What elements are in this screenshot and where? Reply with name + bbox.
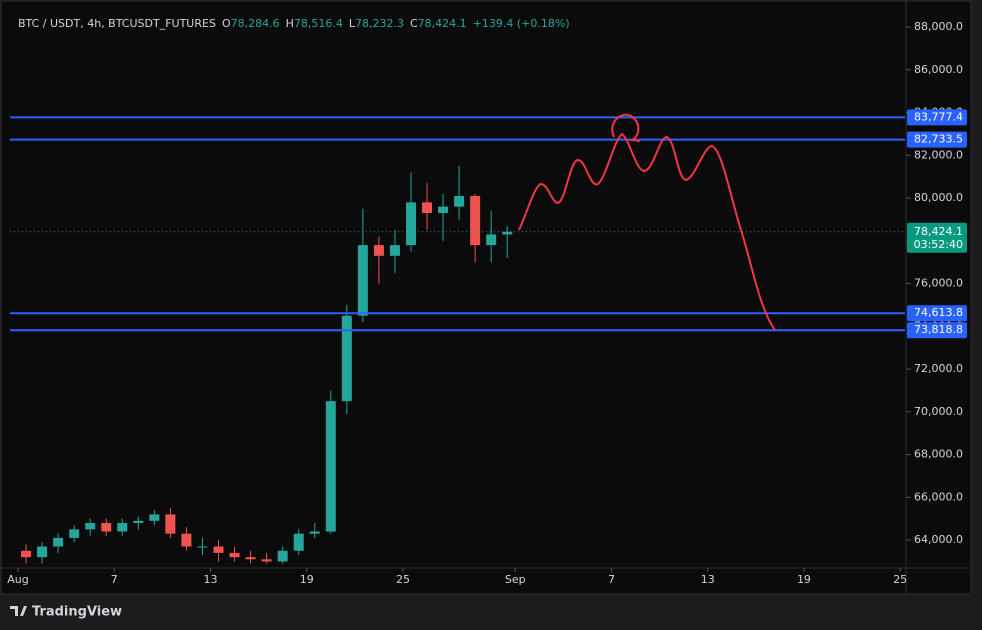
- level-tag: [907, 322, 967, 339]
- candle-body: [133, 520, 144, 523]
- candle-body: [101, 522, 112, 532]
- forecast-path: [518, 132, 776, 331]
- legend-item: 78,284.6: [231, 17, 280, 30]
- candle-body: [197, 546, 208, 548]
- candle-body: [405, 202, 416, 246]
- legend-item: C: [410, 17, 418, 30]
- legend-item: 78,516.4: [294, 17, 343, 30]
- candle-body: [357, 245, 368, 316]
- x-tick-label: 13: [701, 573, 715, 586]
- candle-body: [438, 206, 449, 214]
- highlight-circle: [611, 113, 641, 142]
- candle-body: [470, 195, 481, 246]
- candle-body: [422, 202, 433, 214]
- level-label: 74,613.8: [914, 306, 963, 319]
- y-tick-label: 68,000.0: [914, 448, 963, 461]
- candle-body: [454, 195, 465, 207]
- brand: TradingView: [32, 605, 122, 620]
- y-tick-label: 86,000.0: [914, 63, 963, 76]
- legend-item: 78,232.3: [355, 17, 404, 30]
- y-tick-label: 72,000.0: [914, 362, 963, 375]
- candle-body: [213, 546, 224, 553]
- y-tick-label: 82,000.0: [914, 148, 963, 161]
- candle-body: [37, 546, 48, 558]
- candle-body: [117, 522, 128, 532]
- y-tick-label: 66,000.0: [914, 490, 963, 503]
- level-label: 82,733.5: [914, 133, 963, 146]
- level-tag: [907, 109, 967, 126]
- y-tick-label: 64,000.0: [914, 533, 963, 546]
- last-price-tag: [907, 222, 967, 253]
- legend-item: BTC / USDT, 4h, BTCUSDT_FUTURES: [18, 17, 216, 30]
- tradingview-logo: TradingView: [10, 605, 122, 620]
- x-tick-label: Sep: [505, 573, 526, 586]
- y-tick-label: 80,000.0: [914, 191, 963, 204]
- y-tick-label: 88,000.0: [914, 20, 963, 33]
- x-tick-label: 7: [111, 573, 118, 586]
- logo-icon: [10, 606, 27, 616]
- candle-body: [69, 529, 80, 538]
- candle-body: [293, 533, 304, 551]
- candle-body: [325, 401, 336, 532]
- candle-body: [502, 231, 513, 235]
- candle-body: [486, 234, 497, 246]
- x-tick-label: 13: [203, 573, 217, 586]
- x-tick-label: 19: [797, 573, 811, 586]
- candle-body: [309, 531, 320, 534]
- candle-body: [261, 559, 272, 562]
- legend-item: H: [286, 17, 294, 30]
- legend-item: L: [349, 17, 356, 30]
- candle-body: [341, 315, 352, 402]
- x-tick-label: 7: [608, 573, 615, 586]
- level-label: 83,777.4: [914, 110, 963, 123]
- x-tick-label: 25: [893, 573, 907, 586]
- y-tick-label: 70,000.0: [914, 405, 963, 418]
- legend-item: O: [222, 17, 231, 30]
- level-tag: [907, 305, 967, 322]
- candle-body: [149, 514, 160, 521]
- legend-item: 78,424.1: [418, 17, 467, 30]
- legend: BTC / USDT, 4h, BTCUSDT_FUTURES O78,284.6…: [18, 17, 570, 30]
- candle-body: [53, 537, 64, 547]
- candle-body: [181, 533, 192, 547]
- chart-frame: [0, 0, 972, 595]
- candle-body: [229, 552, 240, 558]
- candle-body: [21, 550, 32, 558]
- x-tick-label: 25: [396, 573, 410, 586]
- candle-body: [389, 245, 400, 256]
- x-tick-label: 19: [300, 573, 314, 586]
- x-tick-label: Aug: [7, 573, 28, 586]
- candle-body: [277, 550, 288, 562]
- level-tag: [907, 131, 967, 148]
- legend-text: BTC / USDT, 4h, BTCUSDT_FUTURES O78,284.6…: [18, 17, 570, 30]
- y-tick-label: 76,000.0: [914, 277, 963, 290]
- candle-body: [165, 514, 176, 534]
- level-label: 73,818.8: [914, 323, 963, 336]
- countdown: 03:52:40: [914, 238, 963, 251]
- candle-body: [373, 245, 384, 256]
- forecast-drawing: [518, 113, 776, 331]
- last-price-label: 78,424.1: [914, 225, 963, 238]
- legend-item: +139.4 (+0.18%): [473, 17, 570, 30]
- candle-body: [245, 557, 256, 560]
- candle-body: [85, 522, 96, 530]
